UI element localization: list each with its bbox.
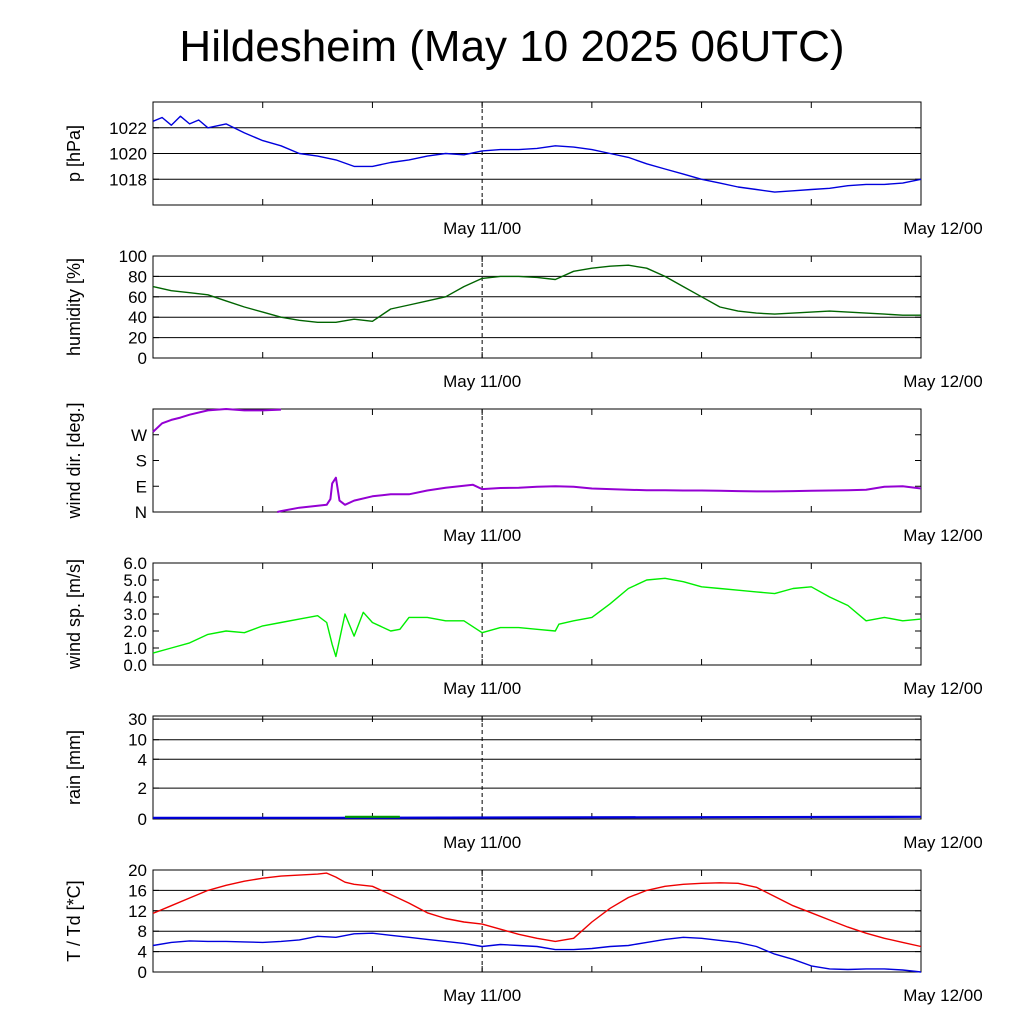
pressure-tick-label: 1018	[109, 170, 147, 189]
pressure-ylabel: p [hPa]	[64, 125, 84, 182]
rain-tick-label: 4	[138, 750, 147, 769]
pressure-tick-label: 1020	[109, 145, 147, 164]
pressure-tick-label: 1022	[109, 119, 147, 138]
wind-speed-tick-label: 2.0	[123, 622, 147, 641]
rain-tick-label: 30	[128, 710, 147, 729]
temperature-frame	[152, 869, 922, 973]
temperature-date-label: May 12/00	[903, 986, 982, 1005]
wind-speed-ylabel: wind sp. [m/s]	[64, 559, 84, 670]
wind-speed-tick-label: 1.0	[123, 639, 147, 658]
temperature-tick-label: 12	[128, 902, 147, 921]
humidity-tick-label: 80	[128, 267, 147, 286]
wind-speed-date-label: May 11/00	[443, 679, 521, 698]
temperature-tick-label: 20	[128, 861, 147, 880]
wind-dir-date-label: May 11/00	[443, 526, 521, 545]
wind-speed-tick-label: 6.0	[123, 554, 147, 573]
wind-dir-ylabel: wind dir. [deg.]	[64, 402, 84, 519]
wind-dir-series-line	[152, 408, 282, 433]
humidity-tick-label: 60	[128, 288, 147, 307]
humidity-ylabel: humidity [%]	[64, 258, 84, 356]
temperature-series-line	[152, 872, 922, 948]
rain-date-label: May 11/00	[443, 833, 521, 852]
dewpoint-series-line	[152, 932, 922, 973]
wind-speed-tick-label: 0.0	[123, 656, 147, 675]
humidity-tick-label: 100	[119, 247, 147, 266]
wind-dir-date-label: May 12/00	[903, 526, 982, 545]
humidity-series-line	[152, 264, 921, 323]
temperature-tick-label: 16	[128, 881, 147, 900]
wind-dir-tick-label: W	[131, 426, 147, 445]
wind-speed-tick-label: 3.0	[123, 605, 147, 624]
wind-speed-series-line	[152, 577, 922, 658]
humidity-frame	[152, 255, 922, 359]
wind-speed-tick-label: 4.0	[123, 588, 147, 607]
rain-ylabel: rain [mm]	[64, 730, 84, 805]
humidity-date-label: May 12/00	[903, 372, 982, 391]
wind-dir-tick-label: N	[135, 503, 147, 522]
rain-tick-label: 2	[138, 779, 147, 798]
temperature-date-label: May 11/00	[443, 986, 521, 1005]
humidity-date-label: May 11/00	[443, 372, 521, 391]
rain-date-label: May 12/00	[903, 833, 982, 852]
temperature-tick-label: 8	[138, 922, 147, 941]
rain-tick-label: 0	[138, 810, 147, 829]
wind-dir-series-line	[277, 476, 922, 513]
wind-speed-date-label: May 12/00	[903, 679, 982, 698]
rain-frame	[152, 715, 922, 820]
wind-dir-tick-label: E	[136, 477, 147, 496]
wind-speed-frame	[152, 562, 922, 666]
chart-title: Hildesheim (May 10 2025 06UTC)	[179, 22, 845, 71]
wind-dir-tick-label: S	[136, 452, 147, 471]
temperature-tick-label: 4	[138, 943, 147, 962]
rain-series-line	[153, 815, 922, 819]
pressure-series-line	[152, 115, 922, 193]
pressure-date-label: May 11/00	[443, 219, 521, 238]
wind-speed-tick-label: 5.0	[123, 571, 147, 590]
pressure-date-label: May 12/00	[903, 219, 982, 238]
humidity-tick-label: 20	[128, 329, 147, 348]
humidity-tick-label: 0	[138, 349, 147, 368]
humidity-tick-label: 40	[128, 308, 147, 327]
temperature-tick-label: 0	[138, 963, 147, 982]
rain-tick-label: 10	[128, 731, 147, 750]
temperature-ylabel: T / Td [*C]	[64, 880, 84, 961]
wind-dir-frame	[152, 408, 922, 513]
